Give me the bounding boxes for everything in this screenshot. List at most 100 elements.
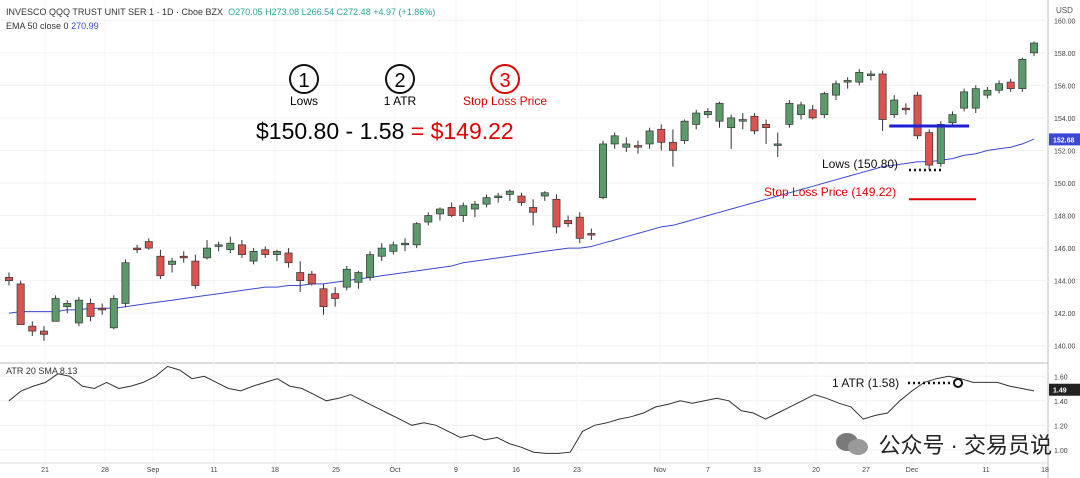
candle-body xyxy=(1006,81,1015,89)
candle xyxy=(540,191,549,201)
watermark-text: 公众号 · 交易员说 xyxy=(878,433,1052,458)
lows-marker-label: Lows (150.80) xyxy=(822,157,899,171)
candle xyxy=(948,111,957,127)
candle-body xyxy=(564,220,573,225)
price-tick-label: 150.00 xyxy=(1054,181,1076,188)
candle xyxy=(668,129,677,167)
candle xyxy=(843,77,852,89)
formula-atr: 1.58 xyxy=(359,118,405,144)
price-tick-label: 148.00 xyxy=(1054,214,1076,221)
candle xyxy=(692,109,701,130)
candle xyxy=(610,132,619,149)
candle xyxy=(564,215,573,227)
last-atr-badge xyxy=(1049,383,1080,396)
candle xyxy=(750,113,759,135)
candle xyxy=(715,101,724,128)
candle xyxy=(272,249,281,262)
currency-label: USD xyxy=(1056,6,1073,15)
candle xyxy=(121,259,130,307)
candle xyxy=(284,248,293,268)
candle-body xyxy=(377,247,386,257)
ema-legend: EMA 50 close 0 270.99 xyxy=(6,21,99,31)
candle xyxy=(878,70,887,131)
candle-body xyxy=(342,268,351,288)
step-1-circle: 1 xyxy=(289,64,319,94)
candle-body xyxy=(901,107,910,111)
candle-body xyxy=(960,91,969,109)
candle-body xyxy=(63,303,72,308)
time-tick-label: Nov xyxy=(654,467,667,474)
candle-body xyxy=(599,143,607,198)
price-tick-label: 154.00 xyxy=(1054,116,1076,123)
candle xyxy=(144,238,153,250)
candle-body xyxy=(680,120,689,142)
candle-body xyxy=(191,260,200,286)
candle xyxy=(832,80,840,101)
candle xyxy=(1006,78,1015,92)
candle xyxy=(983,86,992,99)
candle xyxy=(552,194,561,234)
step-3-circle: 3 xyxy=(490,64,520,94)
time-tick-label: 20 xyxy=(812,467,820,474)
candle-body xyxy=(51,298,60,322)
candle xyxy=(261,246,270,258)
candle-body xyxy=(307,273,316,285)
candle-body xyxy=(762,124,771,129)
price-tick-label: 144.00 xyxy=(1054,279,1076,286)
candle-body xyxy=(738,119,747,122)
candle xyxy=(401,238,409,252)
stop-loss-formula: $150.80 - 1.58 = $149.22 xyxy=(256,118,514,145)
candle-body xyxy=(692,112,701,125)
candle xyxy=(412,222,421,249)
candle-body xyxy=(540,192,549,197)
candle xyxy=(494,192,503,203)
candle-body xyxy=(785,102,794,125)
ema-label: EMA 50 close 0 xyxy=(6,21,69,31)
candle-body xyxy=(133,247,142,251)
candle xyxy=(16,280,25,325)
candle xyxy=(505,189,514,201)
price-tick-label: 146.00 xyxy=(1054,246,1076,253)
last-atr-text: 1.49 xyxy=(1053,388,1067,395)
price-tick-label: 158.00 xyxy=(1054,51,1076,58)
candle xyxy=(925,129,934,170)
candle-body xyxy=(517,195,526,203)
price-tick-label: 142.00 xyxy=(1054,311,1076,318)
candle-body xyxy=(657,128,666,143)
step-1: 1 Lows xyxy=(274,64,334,108)
candle xyxy=(5,272,13,286)
candle-body xyxy=(156,255,165,277)
atr-marker-dot xyxy=(953,378,963,388)
candle-body xyxy=(575,216,584,239)
time-tick-label: 18 xyxy=(271,467,279,474)
price-tick-label: 156.00 xyxy=(1054,83,1076,90)
wechat-icon xyxy=(836,431,870,457)
candle-body xyxy=(5,277,13,281)
candle xyxy=(226,236,235,253)
candle xyxy=(855,69,864,86)
candle-body xyxy=(319,288,328,308)
candle xyxy=(773,132,782,157)
candle xyxy=(424,212,433,226)
candle xyxy=(738,113,747,130)
atr-tick-label: 1.60 xyxy=(1054,374,1068,381)
candle xyxy=(109,295,118,330)
candle xyxy=(447,202,456,218)
candle xyxy=(470,200,479,218)
candle xyxy=(74,296,83,327)
candle xyxy=(529,199,538,226)
candle-body xyxy=(622,143,631,148)
price-tick-label: 152.00 xyxy=(1054,148,1076,155)
candle-body xyxy=(237,244,246,255)
time-tick-label: Oct xyxy=(390,467,401,474)
atr-label: ATR 20 SMA xyxy=(6,366,58,376)
candle-body xyxy=(971,88,980,109)
candle xyxy=(28,321,37,336)
candle xyxy=(179,251,188,263)
symbol-header: INVESCO QQQ TRUST UNIT SER 1 · 1D · Cboe… xyxy=(6,7,435,17)
candle-body xyxy=(39,330,48,335)
formula-minus: - xyxy=(339,118,360,144)
atr-legend: ATR 20 SMA 8.13 xyxy=(6,366,77,376)
step-1-label: Lows xyxy=(289,94,318,108)
